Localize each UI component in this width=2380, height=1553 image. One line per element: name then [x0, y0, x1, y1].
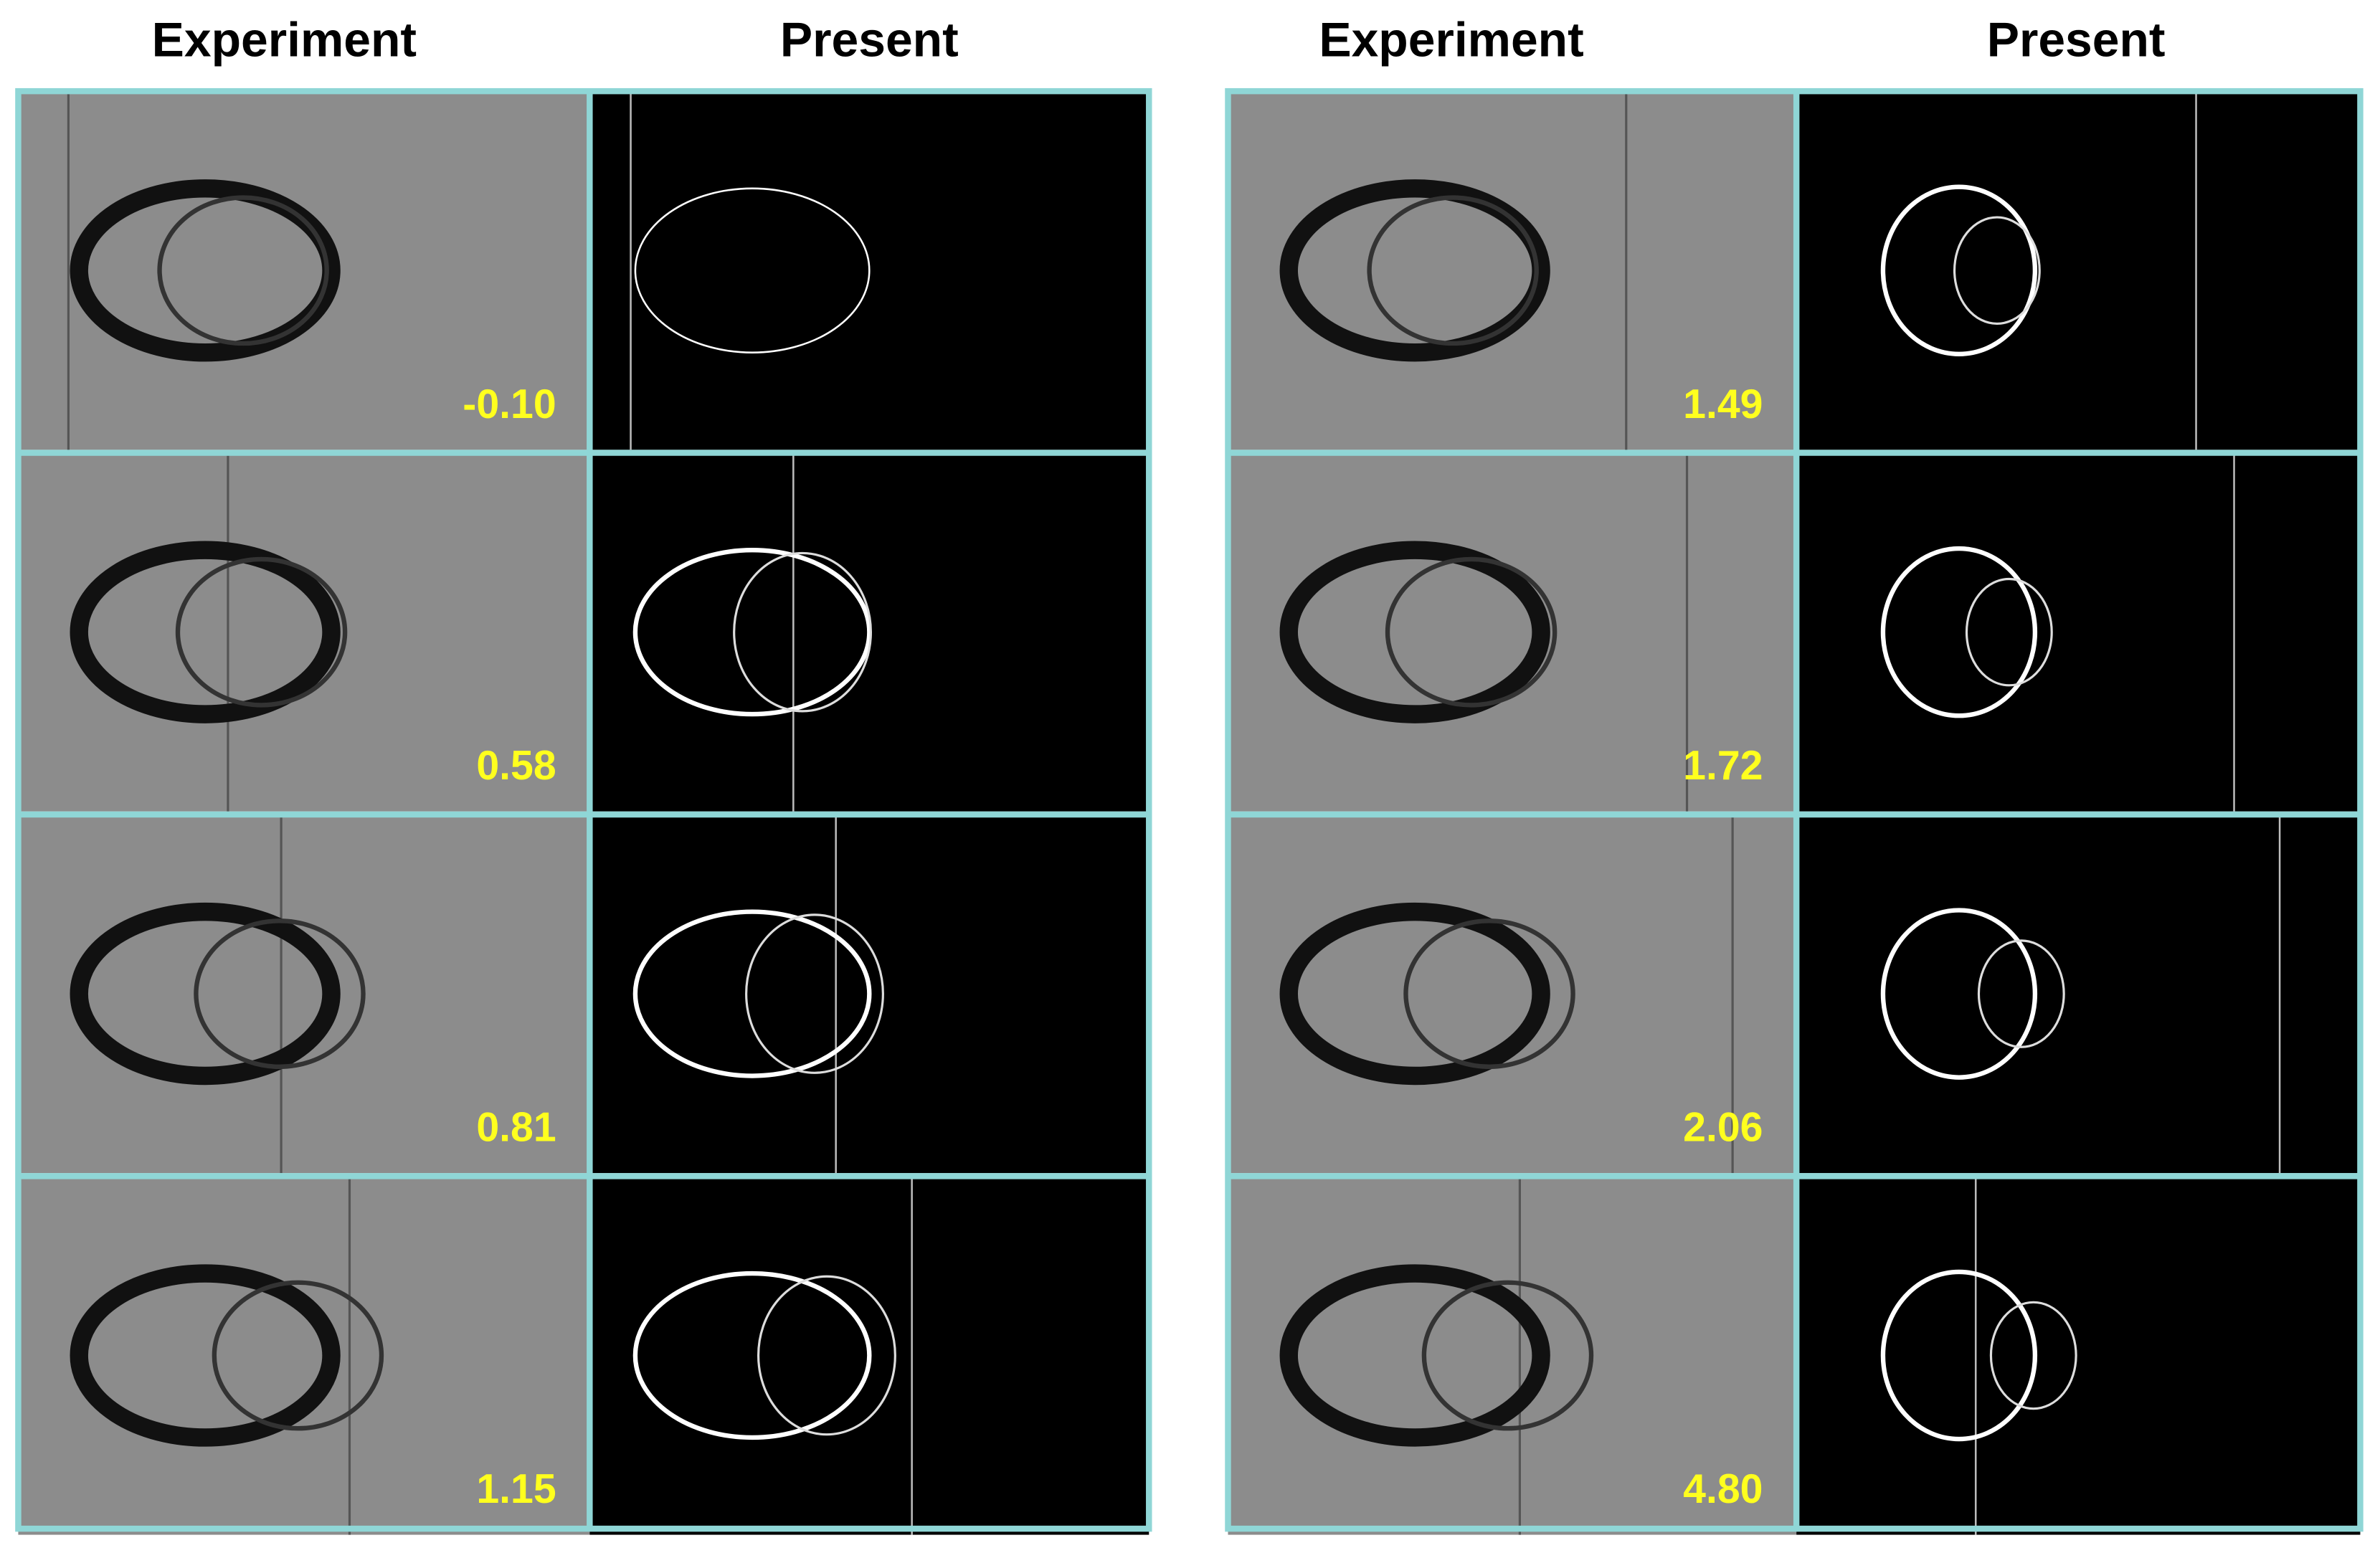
interface	[1880, 546, 2038, 718]
droplet-ring	[70, 179, 341, 362]
time-label: 0.81	[476, 1105, 556, 1151]
experiment-image	[1228, 452, 1797, 812]
time-label: 1.15	[476, 1466, 556, 1512]
simulation-image	[1796, 91, 2361, 450]
inner-ring	[157, 195, 329, 346]
simulation-image	[1796, 1176, 2361, 1535]
column-header: Experiment	[1319, 13, 1583, 67]
interface	[1880, 184, 2038, 356]
droplet-ring	[1279, 179, 1550, 362]
interface	[632, 548, 872, 717]
droplet-ring	[1279, 1264, 1550, 1447]
interface	[1880, 1269, 2038, 1442]
column-header: Present	[1987, 13, 2166, 67]
inner-interface	[1977, 939, 2065, 1048]
time-label: -0.10	[463, 381, 556, 427]
time-label: 0.58	[476, 743, 556, 789]
droplet-ring	[70, 1264, 341, 1447]
panel-border	[15, 87, 1152, 1532]
inner-ring	[1403, 918, 1575, 1069]
time-label: 1.72	[1683, 743, 1763, 789]
interface	[632, 909, 872, 1078]
interface	[634, 187, 871, 353]
experiment-image	[18, 452, 590, 812]
time-label: 1.49	[1683, 381, 1763, 427]
column-header: Present	[780, 13, 959, 67]
droplet-ring	[70, 902, 341, 1086]
experiment-image	[18, 1176, 590, 1535]
experiment-image	[18, 814, 590, 1174]
inner-interface	[1953, 216, 2041, 326]
interface	[632, 1271, 872, 1440]
inner-ring	[1421, 1280, 1594, 1431]
simulation-image	[1796, 452, 2361, 812]
inner-ring	[1385, 556, 1558, 708]
droplet-ring	[1279, 541, 1550, 723]
interface	[1880, 908, 2038, 1080]
time-label: 2.06	[1683, 1105, 1763, 1151]
experiment-image	[1228, 814, 1797, 1174]
experiment-image	[1228, 1176, 1797, 1535]
inner-ring	[212, 1280, 384, 1431]
inner-interface	[745, 913, 884, 1074]
inner-interface	[1965, 577, 2053, 687]
simulation-image	[1796, 814, 2361, 1174]
inner-interface	[733, 551, 873, 713]
column-header: Experiment	[152, 13, 417, 67]
inner-ring	[175, 556, 348, 708]
inner-ring	[194, 918, 366, 1069]
inner-ring	[1367, 195, 1539, 346]
experiment-image	[18, 91, 590, 450]
droplet-ring	[70, 541, 341, 723]
inner-interface	[1989, 1301, 2077, 1410]
experiment-image	[1228, 91, 1797, 450]
time-label: 4.80	[1683, 1466, 1763, 1512]
droplet-ring	[1279, 902, 1550, 1086]
inner-interface	[757, 1275, 896, 1436]
